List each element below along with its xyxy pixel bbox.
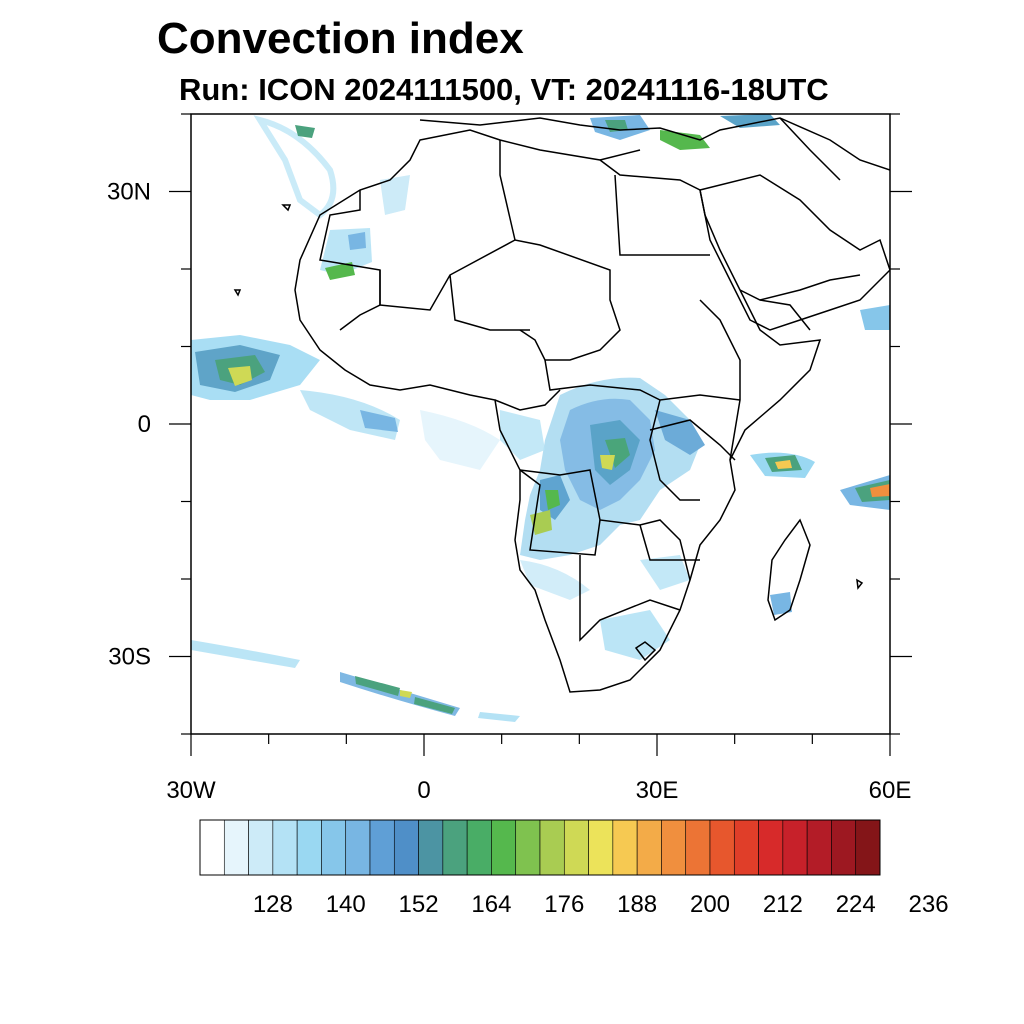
colorbar-swatch bbox=[758, 819, 784, 876]
colorbar-swatch bbox=[709, 819, 735, 876]
colorbar-swatch bbox=[393, 819, 419, 876]
colorbar-label: 188 bbox=[617, 891, 657, 918]
colorbar-swatch bbox=[806, 819, 832, 876]
colorbar-label: 236 bbox=[909, 891, 949, 918]
colorbar-swatch bbox=[588, 819, 614, 876]
colorbar-swatch bbox=[199, 819, 225, 876]
colorbar-swatch bbox=[442, 819, 468, 876]
map-subtitle: Run: ICON 2024111500, VT: 20241116-18UTC bbox=[179, 72, 829, 107]
colorbar-swatch bbox=[272, 819, 298, 876]
colorbar-swatch bbox=[321, 819, 347, 876]
map-title: Convection index bbox=[157, 14, 524, 63]
country-borders bbox=[233, 117, 890, 693]
colorbar-swatch bbox=[418, 819, 444, 876]
colorbar-swatch bbox=[831, 819, 857, 876]
lon-tick-label: 30W bbox=[166, 777, 216, 804]
colorbar-swatch bbox=[855, 819, 881, 876]
lon-tick-label: 60E bbox=[869, 777, 912, 804]
colorbar-swatch bbox=[636, 819, 662, 876]
convection-field bbox=[191, 114, 890, 722]
colorbar-label: 200 bbox=[690, 891, 730, 918]
colorbar bbox=[199, 819, 881, 876]
colorbar-label: 152 bbox=[399, 891, 439, 918]
colorbar-swatch bbox=[466, 819, 492, 876]
lon-tick-label: 0 bbox=[417, 777, 430, 804]
colorbar-swatch bbox=[345, 819, 371, 876]
colorbar-swatch bbox=[563, 819, 589, 876]
colorbar-swatch bbox=[733, 819, 759, 876]
colorbar-swatch bbox=[491, 819, 517, 876]
colorbar-frame bbox=[199, 819, 881, 876]
colorbar-labels: 128 140 152 164 176 188 200 212 224 236 bbox=[253, 891, 949, 918]
colorbar-swatch bbox=[248, 819, 274, 876]
axis-ticks bbox=[169, 113, 912, 756]
colorbar-label: 164 bbox=[471, 891, 511, 918]
lat-tick-label: 30N bbox=[107, 179, 151, 206]
colorbar-label: 140 bbox=[326, 891, 366, 918]
colorbar-swatch bbox=[223, 819, 249, 876]
colorbar-swatch bbox=[369, 819, 395, 876]
colorbar-swatch bbox=[685, 819, 711, 876]
colorbar-swatch bbox=[661, 819, 687, 876]
lat-tick-label: 30S bbox=[108, 644, 151, 671]
colorbar-swatch bbox=[296, 819, 322, 876]
colorbar-label: 128 bbox=[253, 891, 293, 918]
colorbar-label: 212 bbox=[763, 891, 803, 918]
lat-tick-label: 0 bbox=[138, 411, 151, 438]
colorbar-label: 224 bbox=[836, 891, 876, 918]
colorbar-swatch bbox=[539, 819, 565, 876]
colorbar-swatch bbox=[515, 819, 541, 876]
lon-tick-label: 30E bbox=[636, 777, 679, 804]
axis-tick-labels: 30N 0 30S 30W 0 30E 60E bbox=[107, 179, 911, 805]
colorbar-swatch bbox=[782, 819, 808, 876]
colorbar-swatch bbox=[612, 819, 638, 876]
colorbar-label: 176 bbox=[544, 891, 584, 918]
